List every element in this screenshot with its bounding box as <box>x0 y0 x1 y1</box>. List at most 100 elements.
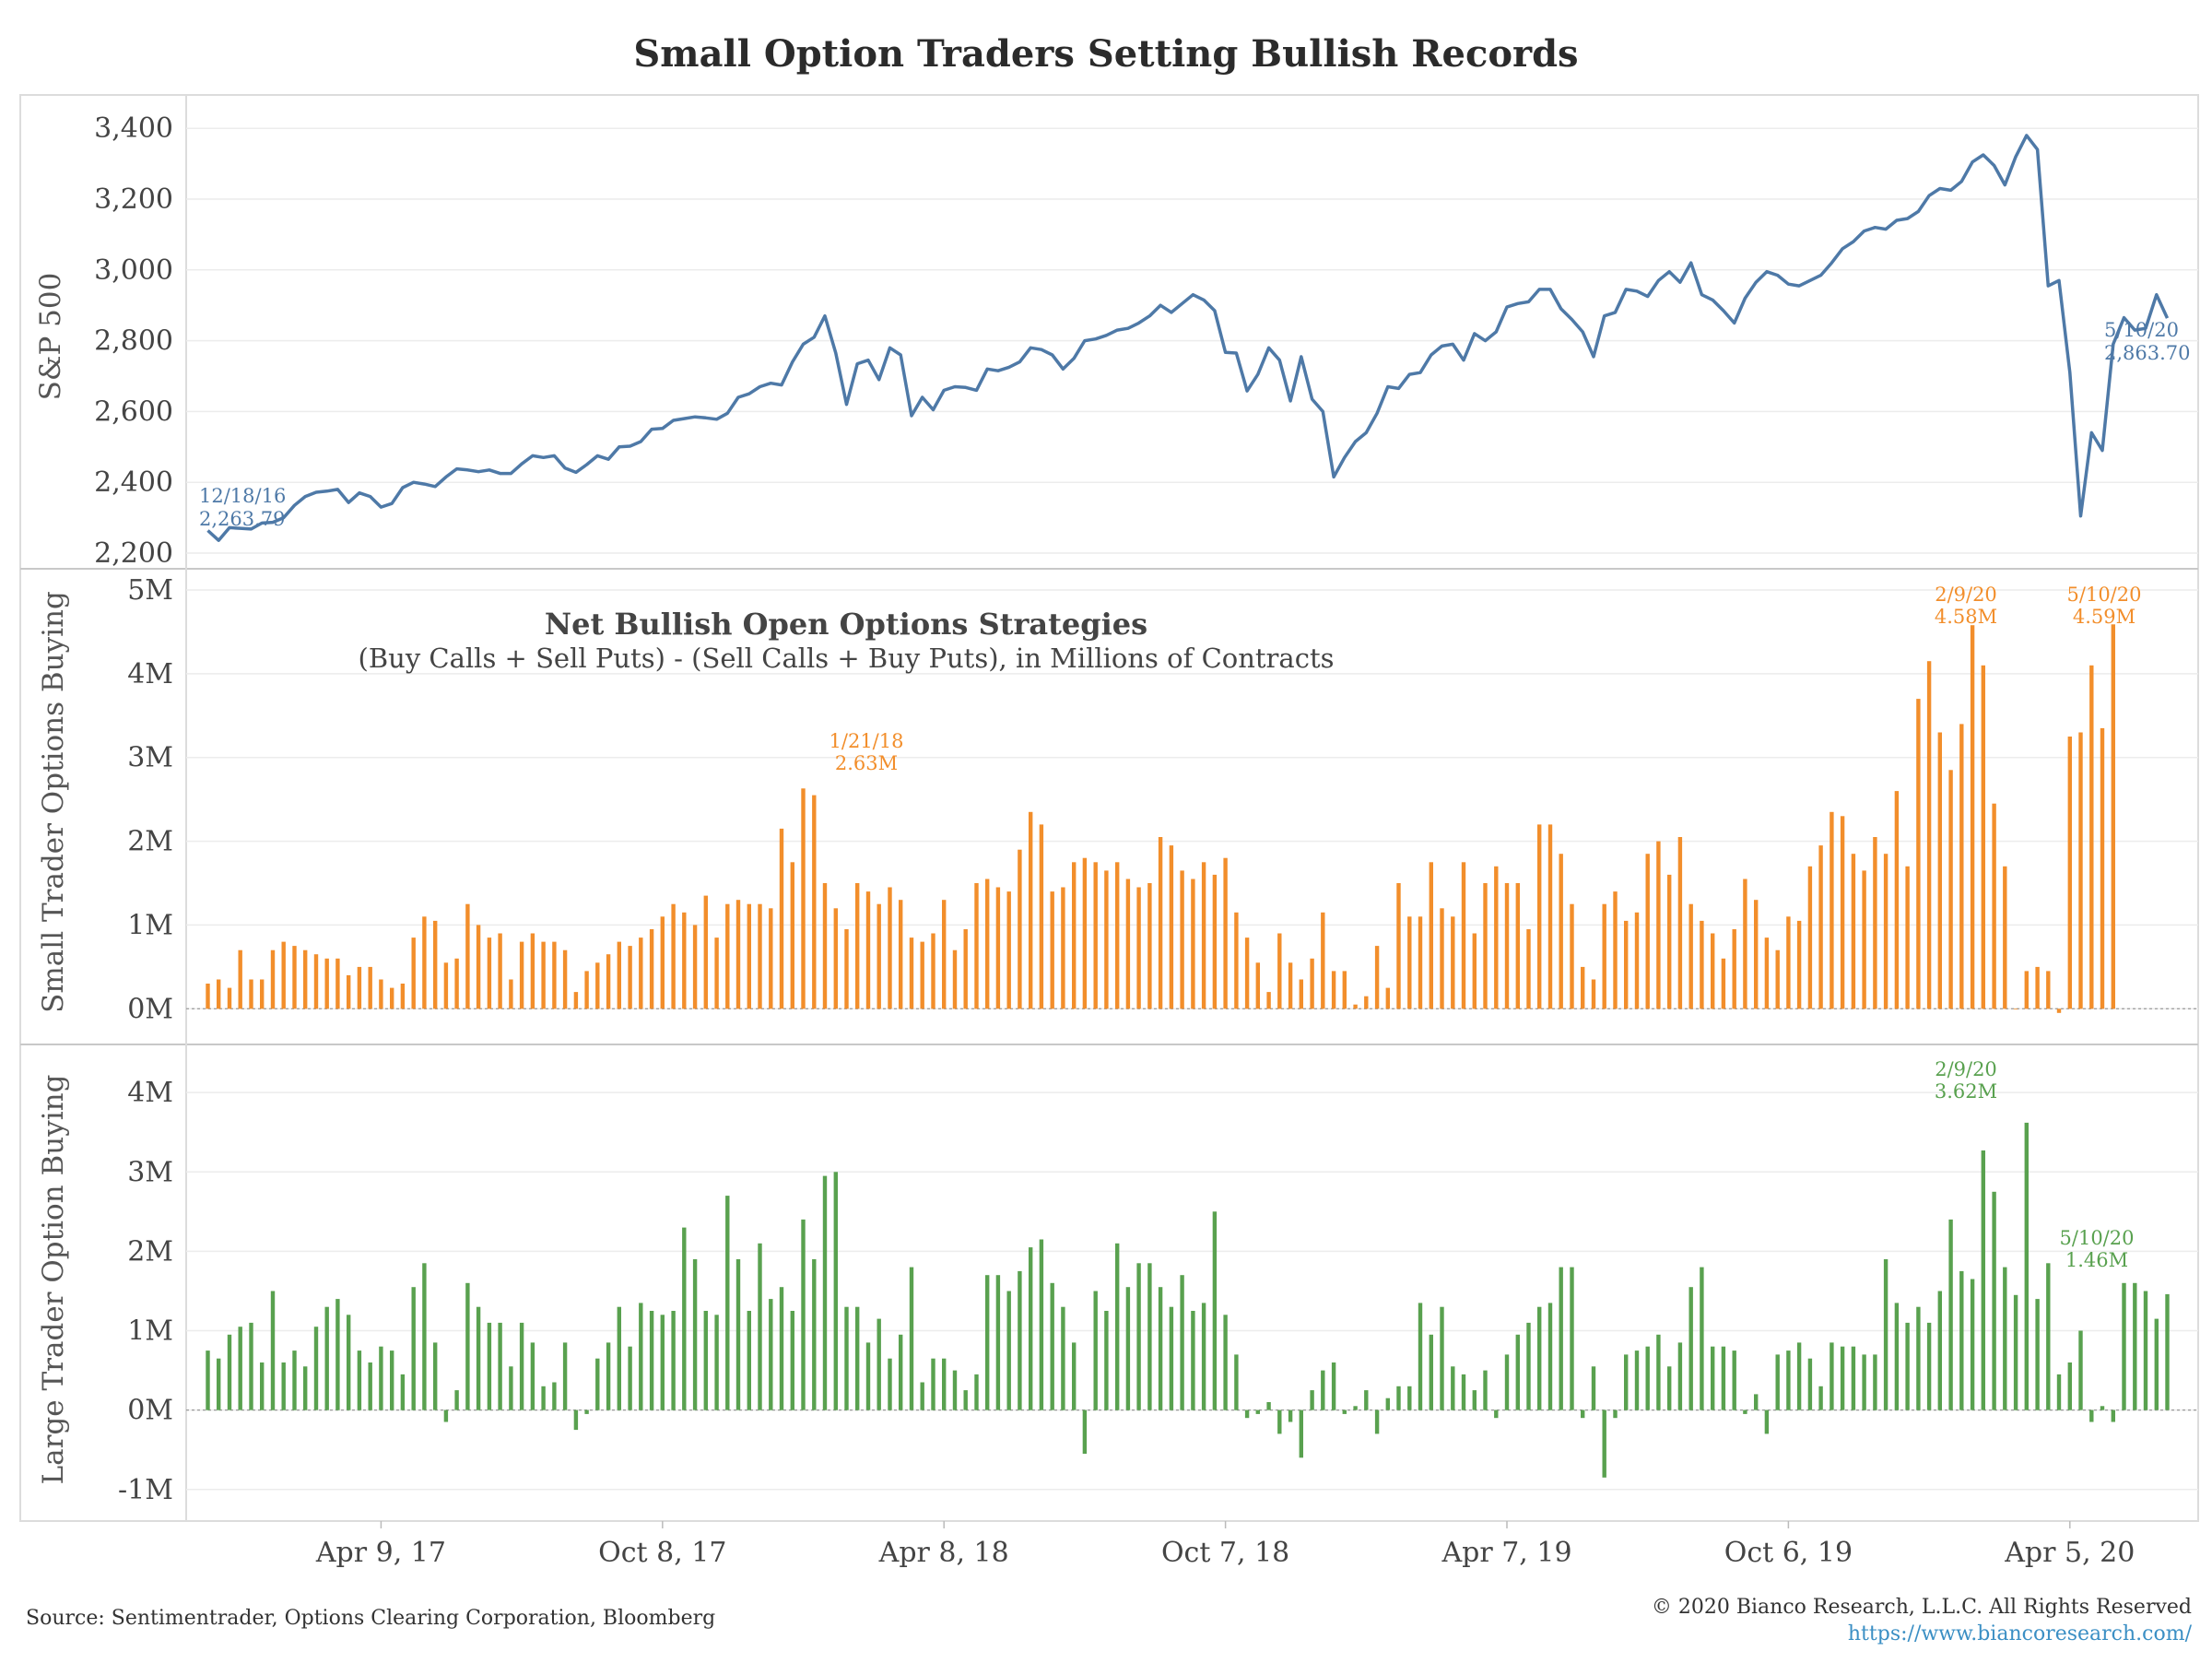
small-trader-axis-label: Small Trader Options Buying <box>37 591 70 1013</box>
large-trader-bar <box>855 1306 860 1410</box>
large-trader-bar <box>443 1409 449 1422</box>
large-trader-bar <box>1082 1409 1088 1454</box>
small-trader-bar <box>519 941 524 1009</box>
small-trader-bar <box>671 903 676 1009</box>
large-trader-bar <box>628 1346 632 1410</box>
large-trader-bar <box>682 1227 687 1410</box>
large-trader-bar <box>1602 1409 1606 1478</box>
large-trader-bar <box>2056 1374 2062 1410</box>
small-trader-panel: Small Trader Options Buying Net Bullish … <box>37 574 2198 1025</box>
small-trader-bar <box>595 962 600 1009</box>
small-trader-bar <box>541 941 546 1009</box>
small-trader-bar <box>1353 1004 1358 1009</box>
small-trader-bar <box>877 903 881 1009</box>
large-trader-bar <box>1634 1350 1640 1410</box>
y-tick-label: 2,600 <box>94 395 173 428</box>
large-trader-bar <box>1104 1311 1109 1410</box>
sp500-end-annotation: 5/10/20 2,863.70 <box>2104 319 2191 364</box>
large-trader-bar <box>2067 1362 2072 1410</box>
large-annotation-date-feb20: 2/9/20 <box>1935 1058 1997 1080</box>
small-trader-bar <box>1894 791 1900 1009</box>
large-trader-bar <box>617 1306 621 1410</box>
large-trader-bar <box>509 1366 513 1410</box>
small-trader-bar <box>1483 883 1488 1009</box>
large-annotation-value-may20: 1.46M <box>2065 1249 2128 1271</box>
large-trader-bar <box>639 1303 643 1410</box>
small-trader-bar <box>1093 862 1098 1009</box>
large-trader-bar <box>238 1327 242 1410</box>
large-trader-bar <box>1515 1334 1520 1410</box>
large-trader-bar <box>313 1327 319 1410</box>
large-trader-bar <box>1093 1291 1098 1410</box>
large-trader-bar <box>920 1382 924 1410</box>
small-trader-bar <box>1158 837 1163 1009</box>
y-tick-label: 5M <box>127 574 173 607</box>
small-trader-bar <box>931 933 935 1009</box>
small-trader-bar <box>1212 874 1218 1009</box>
small-trader-bar <box>2056 1008 2062 1013</box>
y-tick-label: 3M <box>127 1156 173 1188</box>
small-trader-bar <box>1407 916 1412 1009</box>
small-trader-bar <box>1711 933 1715 1009</box>
large-trader-bar <box>1981 1150 1985 1410</box>
large-trader-bar <box>1526 1322 1531 1410</box>
x-tick-oct-6-19: Oct 6, 19 <box>1724 1537 1853 1569</box>
large-trader-bar <box>1883 1259 1888 1410</box>
large-trader-bar <box>747 1311 751 1410</box>
large-trader-bar <box>1039 1239 1044 1410</box>
large-trader-bar <box>1948 1219 1953 1410</box>
y-tick-label: 2,400 <box>94 466 173 499</box>
small-trader-bar <box>899 900 903 1009</box>
small-trader-bar <box>1959 724 1964 1009</box>
x-tick-apr-8-18: Apr 8, 18 <box>878 1537 1009 1569</box>
small-trader-bar <box>714 938 719 1009</box>
small-annotation-date-jan18: 1/21/18 <box>830 730 904 752</box>
small-trader-bar <box>995 887 1001 1009</box>
large-trader-bar <box>465 1282 470 1410</box>
small-trader-bar <box>1374 946 1380 1009</box>
small-trader-annotation-jan18: 1/21/18 2.63M <box>830 730 904 774</box>
small-trader-bar <box>769 908 773 1009</box>
small-trader-bars <box>186 624 2198 1013</box>
small-annotation-value-jan18: 2.63M <box>835 752 898 774</box>
large-trader-bar <box>1396 1386 1401 1410</box>
small-trader-bar <box>628 946 632 1009</box>
large-trader-bar <box>1494 1409 1499 1419</box>
large-trader-bar <box>249 1322 253 1410</box>
small-trader-bar <box>1786 916 1791 1009</box>
small-trader-bar <box>411 938 416 1009</box>
small-trader-bar <box>509 979 513 1009</box>
small-trader-bar <box>227 987 232 1009</box>
large-trader-bar <box>931 1358 935 1410</box>
large-trader-bar <box>1201 1303 1206 1410</box>
small-trader-bar <box>1288 962 1293 1009</box>
large-trader-bar <box>303 1366 308 1410</box>
small-trader-bar <box>1342 971 1347 1009</box>
small-trader-bar <box>249 979 253 1009</box>
large-trader-bar <box>1613 1409 1618 1419</box>
small-trader-bar <box>1504 883 1510 1009</box>
sp500-line <box>206 134 2170 542</box>
small-trader-bar <box>379 979 383 1009</box>
sp500-y-ticks: 2,200 2,400 2,600 2,800 3,000 3,200 3,400 <box>94 112 173 570</box>
small-trader-bar <box>303 949 308 1009</box>
small-trader-bar <box>1136 887 1141 1009</box>
small-trader-bar <box>422 916 427 1009</box>
large-trader-bar <box>1700 1267 1704 1410</box>
website-link[interactable]: https://www.biancoresearch.com/ <box>1848 1622 2193 1645</box>
large-trader-bar <box>1926 1322 1932 1410</box>
small-trader-bar <box>2035 966 2040 1009</box>
small-trader-bar <box>443 962 449 1009</box>
large-trader-bar <box>1407 1386 1412 1410</box>
large-trader-bar <box>1440 1306 1444 1410</box>
large-trader-bar <box>844 1306 849 1410</box>
large-trader-bar <box>454 1390 459 1410</box>
large-trader-bar <box>1288 1409 1293 1422</box>
small-trader-bar <box>1125 879 1131 1009</box>
small-trader-bar <box>1992 803 1996 1009</box>
large-trader-bar <box>379 1346 383 1410</box>
large-trader-bar <box>1992 1191 1996 1410</box>
large-trader-bar <box>1277 1409 1282 1434</box>
source-note: Source: Sentimentrader, Options Clearing… <box>26 1607 715 1630</box>
